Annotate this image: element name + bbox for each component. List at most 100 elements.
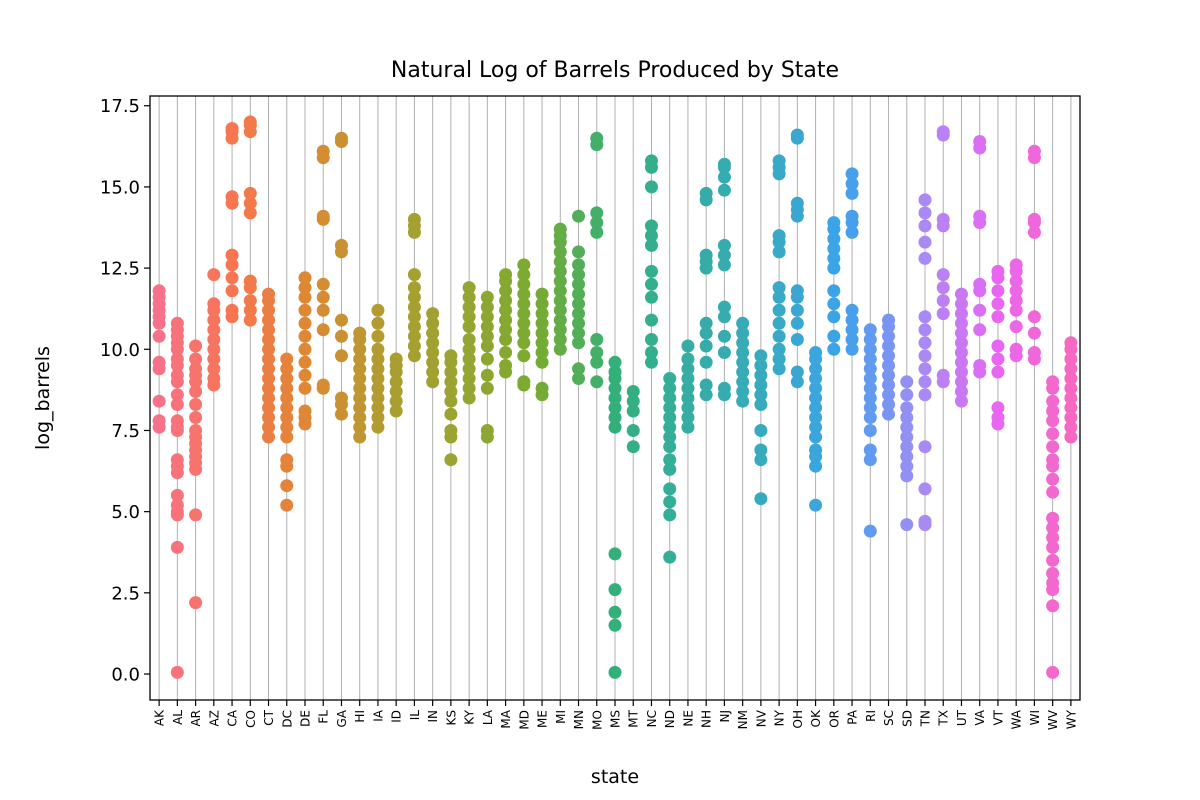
point-ma-3 xyxy=(499,333,513,346)
ytick-label: 15.0 xyxy=(100,177,140,198)
point-ma-1 xyxy=(499,359,513,372)
xtick-label-me: ME xyxy=(536,710,550,728)
point-ms-2 xyxy=(608,605,622,619)
point-az-5 xyxy=(207,333,221,346)
point-pa-1 xyxy=(845,333,859,346)
point-az-9 xyxy=(207,297,221,311)
point-nj-1 xyxy=(717,381,731,395)
point-tn-6 xyxy=(918,362,932,376)
point-az-1 xyxy=(207,372,221,385)
point-pa-9 xyxy=(845,177,859,191)
point-or-4 xyxy=(827,284,841,298)
point-wy-10 xyxy=(1064,336,1078,350)
point-ia-2 xyxy=(371,401,385,415)
point-nj-9 xyxy=(717,183,731,197)
point-wv-11 xyxy=(1046,472,1060,486)
point-wa-5 xyxy=(1009,284,1023,298)
point-wy-5 xyxy=(1064,381,1078,395)
point-ks-0 xyxy=(444,453,458,467)
point-tn-9 xyxy=(918,323,932,337)
point-ct-5 xyxy=(262,381,276,395)
point-wv-1 xyxy=(1046,599,1060,613)
point-wv-0 xyxy=(1046,665,1060,679)
point-ms-0 xyxy=(608,665,622,679)
point-or-0 xyxy=(827,342,841,356)
xtick-label-de: DE xyxy=(299,710,313,727)
point-in-5 xyxy=(426,326,440,340)
point-dc-6 xyxy=(280,411,294,424)
point-ia-11 xyxy=(371,303,385,317)
xtick-label-ky: KY xyxy=(463,709,477,724)
point-mi-3 xyxy=(553,313,567,327)
point-mn-11 xyxy=(572,245,586,259)
point-nm-1 xyxy=(736,385,750,398)
point-il-7 xyxy=(407,281,421,295)
point-in-3 xyxy=(426,346,440,359)
point-nd-1 xyxy=(663,508,677,522)
xtick-label-pa: PA xyxy=(846,709,860,724)
point-me-8 xyxy=(535,297,549,311)
point-ia-1 xyxy=(371,411,385,424)
point-tn-13 xyxy=(918,219,932,233)
point-co-7 xyxy=(243,186,257,200)
point-ca-5 xyxy=(225,248,239,262)
point-wy-1 xyxy=(1064,420,1078,434)
point-il-8 xyxy=(407,268,421,282)
point-ia-8 xyxy=(371,342,385,356)
point-ok-1 xyxy=(809,459,823,473)
point-ga-9 xyxy=(334,131,348,145)
point-tn-12 xyxy=(918,235,932,249)
point-sd-7 xyxy=(900,411,914,424)
chart-title: Natural Log of Barrels Produced by State xyxy=(391,58,839,83)
point-nc-6 xyxy=(644,264,658,278)
xtick-label-ct: CT xyxy=(262,709,276,725)
point-ct-0 xyxy=(262,430,276,444)
point-ar-11 xyxy=(189,385,203,398)
point-nc-3 xyxy=(644,313,658,327)
point-wv-10 xyxy=(1046,485,1060,499)
point-tn-5 xyxy=(918,375,932,389)
point-nm-0 xyxy=(736,394,750,408)
point-wi-1 xyxy=(1027,346,1041,359)
point-md-6 xyxy=(517,307,531,321)
point-ia-6 xyxy=(371,362,385,376)
point-nj-3 xyxy=(717,329,731,343)
xtick-label-ca: CA xyxy=(226,709,240,726)
point-wy-4 xyxy=(1064,391,1078,405)
point-nc-7 xyxy=(644,238,658,252)
point-ny-13 xyxy=(772,154,786,168)
point-vt-8 xyxy=(991,284,1005,298)
xtick-label-sc: SC xyxy=(882,710,896,726)
point-ne-0 xyxy=(681,420,695,434)
point-id-2 xyxy=(389,385,403,398)
point-mn-5 xyxy=(572,307,586,321)
point-ri-5 xyxy=(863,401,877,415)
point-wi-4 xyxy=(1027,225,1041,239)
point-ct-13 xyxy=(262,303,276,317)
point-ne-5 xyxy=(681,372,695,385)
point-or-8 xyxy=(827,232,841,246)
point-va-1 xyxy=(973,359,987,372)
point-nd-13 xyxy=(663,372,677,385)
point-la-5 xyxy=(480,339,494,353)
point-nm-2 xyxy=(736,375,750,389)
point-nc-0 xyxy=(644,355,658,369)
point-pa-10 xyxy=(845,167,859,181)
point-ms-12 xyxy=(608,355,622,369)
point-mi-9 xyxy=(553,255,567,269)
point-ky-3 xyxy=(462,362,476,376)
point-ct-7 xyxy=(262,362,276,376)
point-ne-8 xyxy=(681,339,695,353)
point-ne-1 xyxy=(681,411,695,424)
point-oh-6 xyxy=(790,284,804,298)
point-wi-6 xyxy=(1027,212,1041,226)
point-mt-0 xyxy=(626,440,640,454)
point-ca-1 xyxy=(225,303,239,317)
point-mt-2 xyxy=(626,404,640,418)
point-ma-2 xyxy=(499,346,513,359)
point-hi-4 xyxy=(353,391,367,405)
point-ne-4 xyxy=(681,381,695,395)
xtick-label-nm: NM xyxy=(736,710,750,729)
point-ia-3 xyxy=(371,391,385,405)
point-ny-3 xyxy=(772,329,786,343)
